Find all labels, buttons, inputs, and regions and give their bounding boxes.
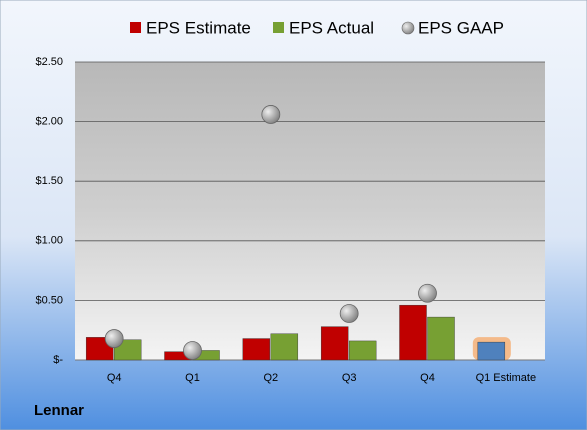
x-tick-label: Q1	[185, 372, 200, 384]
plot-area	[75, 62, 545, 360]
bar	[320, 326, 349, 361]
x-tick-label: Q4	[107, 372, 122, 384]
bar	[427, 316, 455, 361]
legend-label: EPS Estimate	[146, 18, 251, 37]
legend-swatch	[273, 22, 284, 33]
y-tick-label: $2.50	[35, 56, 63, 68]
legend-swatch	[130, 22, 141, 33]
y-tick-label: $1.50	[35, 175, 63, 187]
bar	[270, 333, 299, 361]
legend-label: EPS GAAP	[418, 18, 504, 37]
bar	[242, 338, 271, 361]
y-tick-label: $2.00	[35, 116, 63, 128]
x-tick-label: Q4	[420, 372, 435, 384]
legend-swatch	[401, 21, 415, 35]
gaap-point	[261, 105, 281, 124]
x-tick-label: Q1 Estimate	[476, 372, 537, 384]
bar	[477, 341, 506, 361]
y-tick-label: $1.00	[35, 235, 63, 247]
bar	[399, 304, 427, 361]
gaap-point	[183, 341, 202, 360]
gaap-point	[104, 329, 124, 348]
x-tick-label: Q3	[342, 372, 357, 384]
gaap-point	[418, 283, 437, 303]
y-tick-label: $0.50	[35, 294, 63, 306]
footer-label: Lennar	[34, 402, 84, 419]
bar	[348, 340, 377, 361]
gaap-point	[339, 304, 359, 323]
y-tick-label: $-	[53, 354, 63, 366]
x-tick-label: Q2	[263, 372, 278, 384]
legend-label: EPS Actual	[289, 18, 374, 37]
